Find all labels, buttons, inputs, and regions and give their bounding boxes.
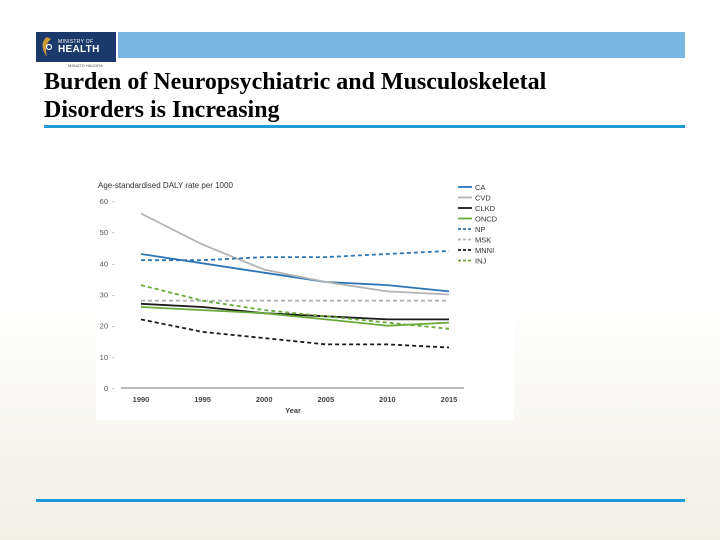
logo-text: MINISTRY OF HEALTH (58, 38, 100, 55)
ministry-of-health-logo: MINISTRY OF HEALTH (36, 32, 116, 62)
y-tick-mark: - (112, 293, 115, 300)
slide-title: Burden of Neuropsychiatric and Musculosk… (44, 68, 684, 124)
x-tick-label: 2005 (317, 395, 334, 404)
slide-title-line-2: Disorders is Increasing (44, 97, 280, 123)
logo-small-text: MINISTRY OF (58, 38, 94, 45)
series-line-ca (140, 253, 450, 293)
x-tick-label: 2010 (379, 395, 396, 404)
series-line-inj (140, 284, 450, 330)
y-tick-label: 60 (100, 197, 108, 206)
series-line-oncd (140, 306, 450, 327)
logo-big-text: HEALTH (58, 43, 100, 55)
x-tick-label: 1995 (194, 395, 211, 404)
series-line-np (141, 250, 450, 262)
series-line-cvd (140, 212, 450, 296)
chart-title: Age-standardised DALY rate per 1000 (98, 181, 233, 190)
legend-label-mnni: MNNI (475, 246, 494, 255)
y-tick-label: 40 (100, 259, 108, 268)
legend-label-inj: INJ (475, 257, 487, 266)
y-tick-label: 50 (100, 228, 108, 237)
header-accent-bar (118, 32, 685, 58)
legend-label-cvd: CVD (475, 194, 491, 203)
legend-label-oncd: ONCD (475, 215, 498, 224)
legend-label-clkd: CLKD (475, 204, 496, 213)
y-tick-label: 10 (100, 353, 108, 362)
chart-canvas: Age-standardised DALY rate per 1000 Year… (98, 181, 498, 415)
legend-label-msk: MSK (475, 236, 491, 245)
y-tick-mark: - (112, 355, 115, 362)
fern-icon (36, 32, 58, 62)
y-tick-mark: - (112, 261, 115, 268)
y-tick-mark: - (112, 230, 115, 237)
y-tick-mark: - (112, 199, 115, 206)
series-line-clkd (140, 302, 449, 321)
x-tick-label: 2015 (441, 395, 458, 404)
series-line-mnni (140, 318, 450, 349)
y-tick-label: 20 (100, 322, 108, 331)
y-tick-label: 0 (104, 384, 108, 393)
y-tick-mark: - (112, 386, 115, 393)
legend-label-ca: CA (475, 183, 485, 192)
x-tick-label: 2000 (256, 395, 273, 404)
legend-label-np: NP (475, 225, 485, 234)
y-tick-mark: - (112, 324, 115, 331)
daly-line-chart: Age-standardised DALY rate per 1000 Year… (96, 170, 514, 420)
footer-divider (36, 499, 685, 502)
x-axis-label: Year (285, 406, 301, 415)
logo-subtitle: MANATŪ HAUORA (68, 63, 103, 68)
x-tick-label: 1990 (133, 395, 150, 404)
y-tick-label: 30 (100, 291, 108, 300)
title-divider (44, 125, 685, 128)
slide-title-line-1: Burden of Neuropsychiatric and Musculosk… (44, 69, 547, 95)
